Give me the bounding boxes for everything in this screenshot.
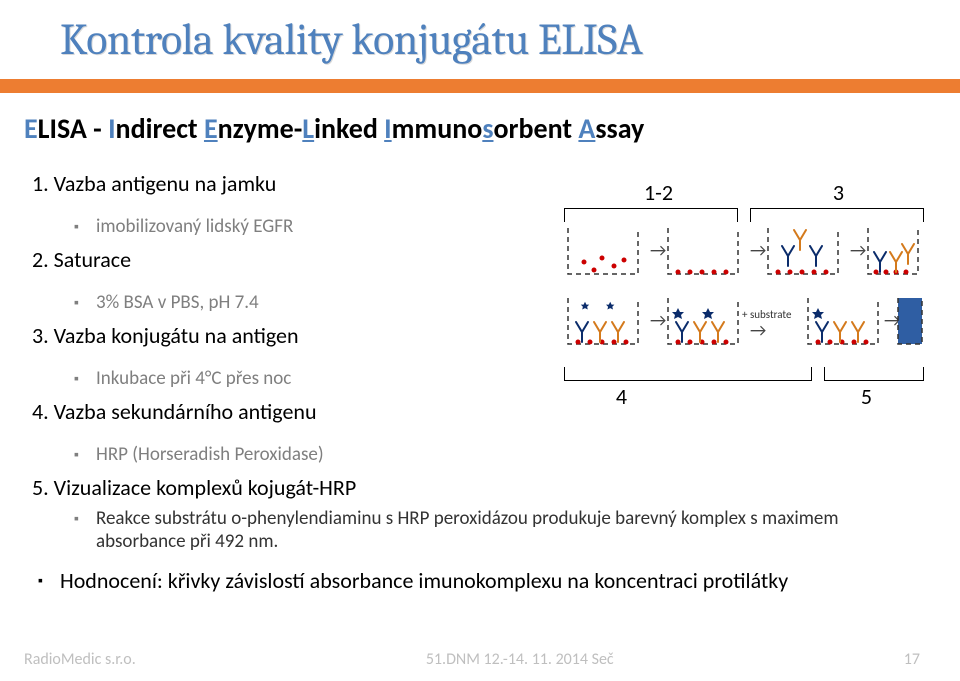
subtitle-accent: E	[204, 111, 218, 146]
diagram-label-12: 1-2	[644, 179, 673, 206]
svg-text:→: →	[750, 239, 766, 261]
elisa-wells-icon: → → →	[564, 222, 924, 362]
footer-left: RadioMedic s.r.o.	[24, 650, 136, 669]
diagram-label-3: 3	[833, 179, 844, 206]
subtitle-accent: A	[578, 111, 595, 146]
sub-item-4: HRP (Horseradish Peroxidase)	[96, 443, 904, 466]
elisa-diagram: 1-2 3 →	[564, 179, 924, 410]
footer: RadioMedic s.r.o. 51.DNM 12.-14. 11. 201…	[0, 650, 960, 669]
subtitle-accent: I	[384, 111, 391, 146]
svg-text:→: →	[650, 239, 666, 261]
subtitle-text: mmuno	[392, 111, 483, 146]
diagram-label-4: 4	[616, 383, 627, 410]
footer-center: 51.DNM 12.-14. 11. 2014 Seč	[426, 650, 614, 669]
svg-text:→: →	[850, 239, 866, 261]
page-title: Kontrola kvality konjugátu ELISA	[60, 14, 960, 65]
subtitle-text: LISA -	[38, 111, 108, 146]
subtitle-accent: L	[302, 111, 314, 146]
diagram-label-5: 5	[861, 383, 872, 410]
subtitle-accent: E	[24, 111, 38, 146]
subtitle: ELISA - Indirect Enzyme-Linked Immunosor…	[24, 111, 936, 146]
subtitle-text: nzyme-	[218, 111, 303, 146]
content-area: ELISA - Indirect Enzyme-Linked Immunosor…	[0, 93, 960, 594]
title-bar: Kontrola kvality konjugátu ELISA	[0, 0, 960, 73]
svg-text:→: →	[650, 309, 666, 331]
subtitle-text: inked	[314, 111, 384, 146]
subtitle-text: ndirect	[116, 111, 204, 146]
sub-item-5: Reakce substrátu o-phenylendiaminu s HRP…	[96, 507, 904, 553]
list-item-5: 5. Vizualizace komplexů kojugát-HRP	[24, 474, 904, 501]
footer-page: 17	[904, 650, 920, 669]
divider-bar	[0, 79, 960, 93]
final-bullet: Hodnocení: křivky závislostí absorbance …	[60, 567, 904, 594]
subtitle-accent: I	[108, 111, 115, 146]
svg-text:→: →	[750, 319, 766, 341]
subtitle-accent: s	[482, 111, 493, 146]
subtitle-text: ssay	[595, 111, 644, 146]
subtitle-text: orbent	[493, 111, 578, 146]
